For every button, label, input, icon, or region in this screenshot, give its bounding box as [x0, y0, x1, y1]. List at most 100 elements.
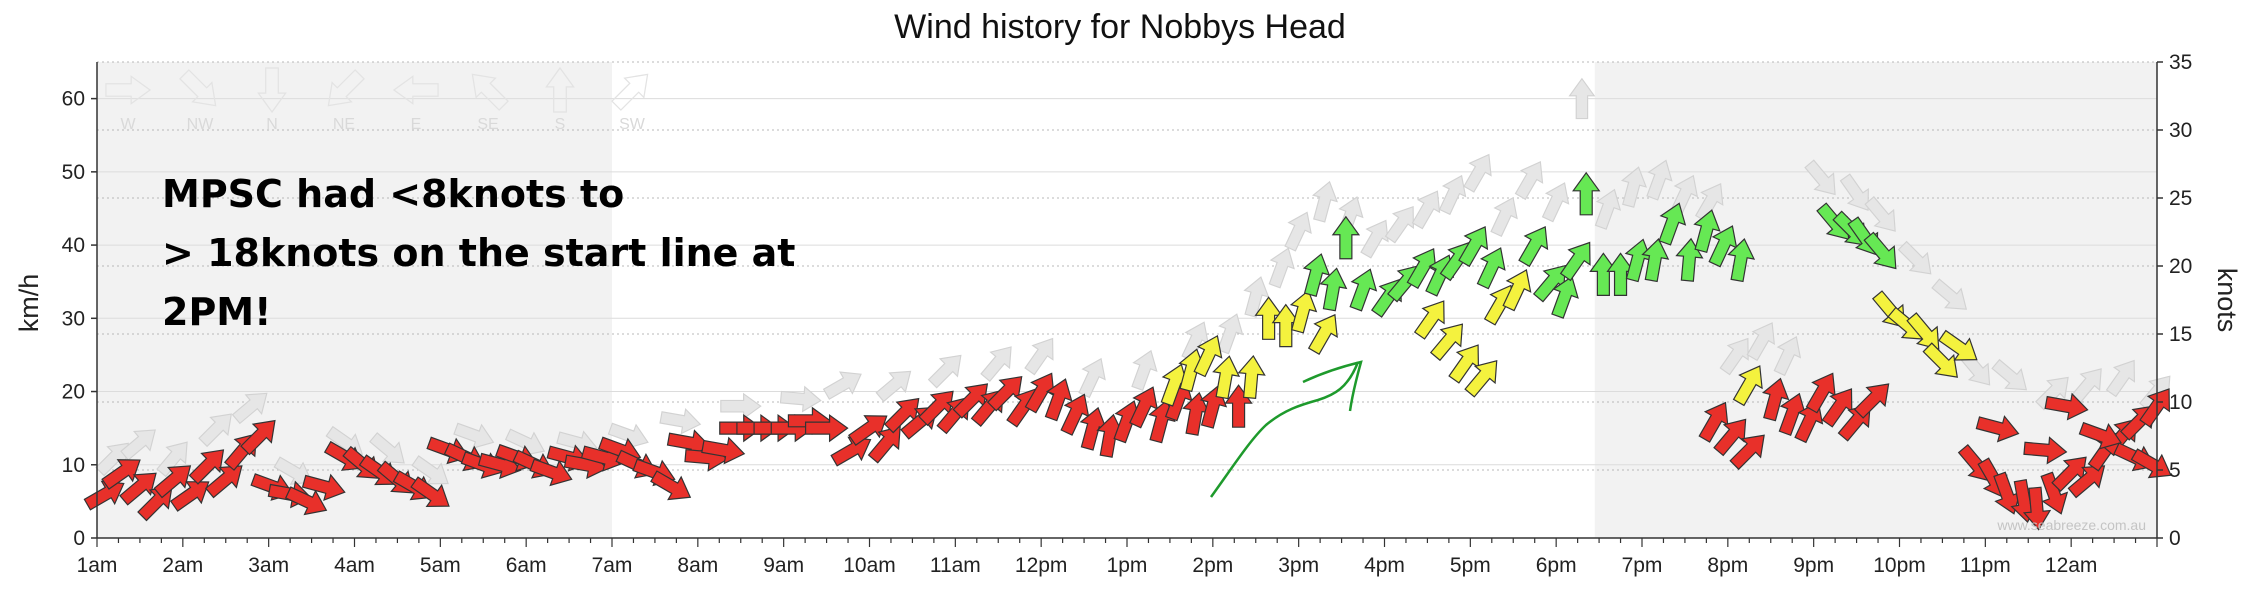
wind-arrow-yellow-1-18 — [1906, 312, 1940, 350]
gust-arrow-48 — [1839, 173, 1869, 211]
wind-arrow-green-2-24 — [1727, 238, 1756, 283]
wind-arrow-yellow-1-2 — [1193, 334, 1223, 378]
gust-arrow-34 — [1463, 153, 1492, 193]
gust-arrow-33 — [1438, 174, 1467, 216]
gust-arrow-16 — [822, 371, 862, 400]
gust-arrow-24 — [1217, 313, 1244, 355]
gust-arrow-32 — [1411, 190, 1441, 230]
wind-arrow-yellow-1-7 — [1289, 289, 1318, 334]
y-axis-title: km/h — [14, 274, 44, 333]
wind-arrow-green-2-14 — [1559, 241, 1591, 282]
x-tick-label-6pm: 6pm — [1536, 554, 1577, 577]
wind-arrow-green-2-3 — [1349, 268, 1378, 312]
y2-tick-label-35: 35 — [2169, 51, 2192, 74]
y2-tick-label-0: 0 — [2169, 527, 2181, 550]
gust-arrow-17 — [875, 370, 912, 403]
wind-arrow-red-0-36 — [701, 436, 746, 465]
wind-arrow-red-0-4 — [153, 465, 192, 499]
wind-arrow-green-2-2 — [1331, 215, 1361, 260]
gust-arrow-31 — [1384, 205, 1415, 244]
x-tick-label-9pm: 9pm — [1793, 554, 1834, 577]
gust-arrow-27 — [1284, 211, 1312, 252]
wind-arrow-red-0-2 — [119, 472, 157, 506]
gust-arrow-13 — [659, 407, 702, 435]
annotation-line-3: 2PM! — [162, 290, 271, 334]
gust-arrows — [95, 77, 2171, 485]
wind-arrow-red-3-17 — [2067, 465, 2106, 499]
x-tick-label-7pm: 7pm — [1622, 554, 1663, 577]
gust-arrow-4 — [231, 392, 268, 425]
x-tick-label-11am: 11am — [930, 554, 981, 577]
axes: 0 10 20 30 40 50 60 0 5 10 15 20 25 30 35 1am 2am 3am 4am 5… — [62, 51, 2193, 577]
wind-arrow-green-2-1 — [1319, 267, 1348, 312]
compass-arrow-se — [471, 73, 509, 111]
compass-arrow-e — [392, 75, 439, 105]
x-tick-label-3am: 3am — [248, 554, 289, 577]
gust-arrow-22 — [1131, 349, 1158, 391]
wind-arrow-red-0-19 — [410, 476, 450, 508]
y-tick-label-60: 60 — [62, 88, 85, 111]
x-tick-label-10am: 10am — [843, 554, 896, 577]
wind-arrow-red-3-1 — [1713, 418, 1747, 457]
wind-arrow-green-2-6 — [1406, 247, 1437, 290]
compass-label-s: S — [555, 116, 566, 133]
wind-arrow-red-0-7 — [204, 465, 243, 499]
x-tick-label-12am: 12am — [2045, 554, 2098, 577]
wind-arrow-red-3-14 — [2022, 486, 2052, 531]
wind-arrow-green-2-28 — [1863, 231, 1897, 270]
y2-tick-label-25: 25 — [2169, 187, 2192, 210]
compass-label-se: SE — [477, 116, 498, 133]
compass-label-n: N — [266, 116, 278, 133]
x-tick-label-5am: 5am — [420, 554, 461, 577]
wind-arrow-green-2-22 — [1693, 209, 1721, 254]
gust-arrow-51 — [1931, 278, 1968, 310]
gust-arrow-50 — [1897, 240, 1932, 275]
handdrawn-arrow-annotation — [1209, 361, 1360, 498]
wind-arrow-green-2-10 — [1476, 247, 1506, 290]
wind-arrow-red-3-2 — [1729, 434, 1765, 471]
y2-axis-title: knots — [2212, 268, 2242, 333]
gust-arrow-36 — [1514, 161, 1544, 201]
y-tick-label-20: 20 — [62, 381, 85, 404]
wind-arrow-yellow-1-14 — [1502, 269, 1532, 312]
gust-arrow-47 — [1804, 159, 1836, 196]
x-tick-label-4am: 4am — [334, 554, 375, 577]
wind-arrow-red-0-43 — [830, 436, 872, 467]
wind-arrow-green-2-9 — [1458, 226, 1489, 268]
gust-arrow-39 — [1594, 188, 1622, 230]
wind-arrow-red-0-42 — [804, 413, 849, 443]
compass-arrow-sw — [611, 73, 649, 111]
wind-arrow-red-3-9 — [1853, 383, 1890, 419]
wind-arrow-yellow-1-10 — [1429, 323, 1464, 362]
wind-arrow-yellow-1-12 — [1464, 360, 1498, 398]
compass-arrow-nw — [179, 69, 217, 107]
wind-arrow-yellow-1-20 — [1938, 329, 1978, 361]
wind-arrow-green-2-13 — [1551, 275, 1579, 319]
compass-label-sw: SW — [619, 116, 646, 133]
gust-arrow-53 — [1991, 358, 2028, 391]
gust-arrow-49 — [1864, 196, 1896, 232]
y-tick-label-30: 30 — [62, 307, 85, 330]
x-tick-label-12pm: 12pm — [1015, 554, 1068, 577]
compass-label-w: W — [120, 116, 136, 133]
gust-arrow-43 — [1694, 183, 1724, 223]
x-tick-label-8am: 8am — [677, 554, 718, 577]
wind-arrow-red-3-25 — [2078, 421, 2122, 450]
wind-arrows — [83, 171, 2172, 531]
x-tick-label-4pm: 4pm — [1364, 554, 1405, 577]
wind-arrow-red-3-3 — [1761, 377, 1790, 422]
gust-arrow-8 — [411, 455, 449, 485]
wind-arrow-red-0-1 — [101, 459, 141, 490]
gust-arrow-21 — [1078, 357, 1106, 399]
night-shading — [97, 62, 2157, 538]
wind-arrow-red-0-9 — [240, 419, 276, 456]
x-tick-label-8pm: 8pm — [1707, 554, 1748, 577]
gust-arrow-37 — [1541, 182, 1570, 223]
wind-arrow-green-2-19 — [1641, 238, 1670, 283]
x-tick-label-6am: 6am — [506, 554, 547, 577]
y-tick-label-50: 50 — [62, 161, 85, 184]
x-tick-label-7am: 7am — [592, 554, 633, 577]
wind-arrow-red-3-22 — [1975, 415, 2020, 443]
wind-arrow-yellow-1-19 — [1922, 342, 1958, 378]
wind-arrow-yellow-1-3 — [1212, 355, 1241, 400]
